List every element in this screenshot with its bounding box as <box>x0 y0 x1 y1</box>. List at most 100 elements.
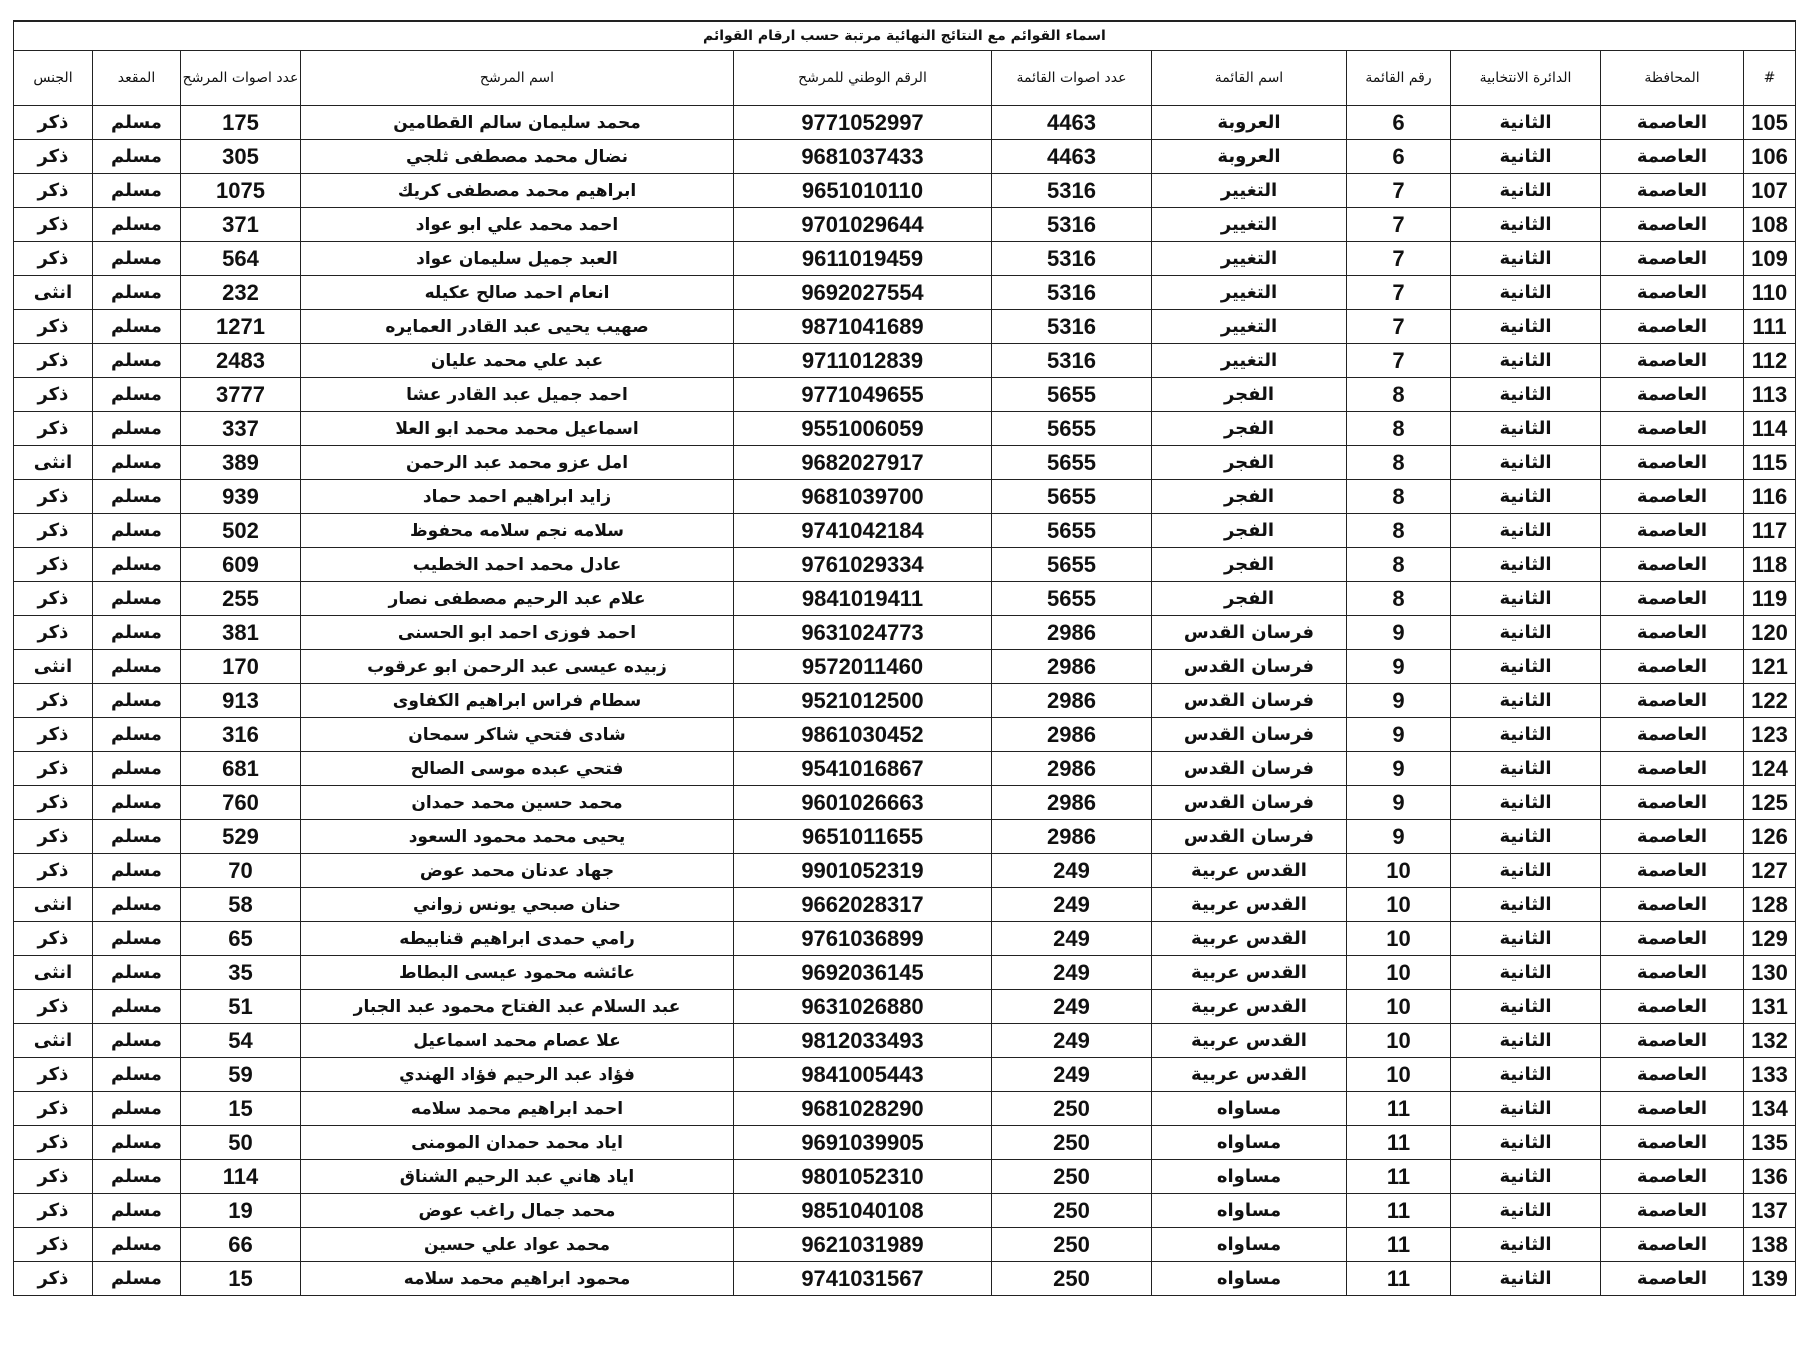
table-cell: 113 <box>1743 377 1796 412</box>
table-cell: محمد عواد علي حسين <box>300 1227 734 1262</box>
table-cell: العاصمة <box>1600 377 1744 412</box>
table-cell: 5655 <box>991 479 1152 514</box>
table-row: 139 العاصمة الثانية 11 مساواه 250 9741031567 مح… <box>12 1261 1796 1296</box>
table-cell: مسلم <box>92 445 181 480</box>
table-cell: العاصمة <box>1600 1057 1744 1092</box>
table-cell: 9692027554 <box>733 275 992 310</box>
table-cell: مسلم <box>92 1227 181 1262</box>
table-cell: 136 <box>1743 1159 1796 1194</box>
table-cell: 9771049655 <box>733 377 992 412</box>
table-cell: 11 <box>1346 1227 1451 1262</box>
table-cell: عادل محمد احمد الخطيب <box>300 547 734 582</box>
table-cell: العاصمة <box>1600 173 1744 208</box>
table-cell: ذكر <box>12 1227 94 1262</box>
table-cell: 2986 <box>991 649 1152 684</box>
table-cell: 7 <box>1346 309 1451 344</box>
table-cell: التغيير <box>1151 173 1347 208</box>
table-cell: 134 <box>1743 1091 1796 1126</box>
table-cell: ذكر <box>12 615 94 650</box>
table-cell: 130 <box>1743 955 1796 990</box>
table-cell: 249 <box>991 955 1152 990</box>
table-cell: 11 <box>1346 1193 1451 1228</box>
table-cell: مسلم <box>92 853 181 888</box>
table-cell: 9812033493 <box>733 1023 992 1058</box>
table-cell: عبد علي محمد عليان <box>300 343 734 378</box>
table-cell: مسلم <box>92 615 181 650</box>
table-cell: 2986 <box>991 615 1152 650</box>
table-cell: ذكر <box>12 1261 94 1296</box>
table-cell: 250 <box>991 1193 1152 1228</box>
table-row: 129 العاصمة الثانية 10 القدس عربية 249 9761036… <box>12 921 1796 956</box>
table-cell: العاصمة <box>1600 445 1744 480</box>
table-cell: ذكر <box>12 751 94 786</box>
table-cell: محمد حسين محمد حمدان <box>300 785 734 820</box>
table-cell: مسلم <box>92 547 181 582</box>
table-row: 112 العاصمة الثانية 7 التغيير 5316 9711012839 ع… <box>12 343 1796 378</box>
table-cell: 250 <box>991 1159 1152 1194</box>
header-cell: اسم القائمة <box>1151 50 1347 106</box>
table-cell: 9631026880 <box>733 989 992 1024</box>
table-cell: الثانية <box>1450 377 1601 412</box>
table-cell: الثانية <box>1450 785 1601 820</box>
table-cell: مسلم <box>92 1261 181 1296</box>
table-cell: 371 <box>180 207 301 242</box>
table-cell: 108 <box>1743 207 1796 242</box>
table-cell: 250 <box>991 1227 1152 1262</box>
table-cell: 121 <box>1743 649 1796 684</box>
table-cell: انثى <box>12 649 94 684</box>
table-cell: مساواه <box>1151 1125 1347 1160</box>
table-cell: الثانية <box>1450 343 1601 378</box>
table-cell: 5655 <box>991 513 1152 548</box>
table-row: 121 العاصمة الثانية 9 فرسان القدس 2986 9572011… <box>12 649 1796 684</box>
header-row: # المحافظة الدائرة الانتخابية رقم القائمة اس… <box>12 50 1796 106</box>
table-cell: الثانية <box>1450 207 1601 242</box>
table-cell: 6 <box>1346 105 1451 140</box>
table-cell: 9711012839 <box>733 343 992 378</box>
table-cell: مسلم <box>92 1193 181 1228</box>
table-cell: 9551006059 <box>733 411 992 446</box>
table-cell: 9 <box>1346 751 1451 786</box>
table-cell: 127 <box>1743 853 1796 888</box>
table-cell: مسلم <box>92 683 181 718</box>
table-cell: العاصمة <box>1600 921 1744 956</box>
table-cell: 9 <box>1346 615 1451 650</box>
table-cell: 249 <box>991 1057 1152 1092</box>
table-cell: 249 <box>991 1023 1152 1058</box>
table-cell: مسلم <box>92 955 181 990</box>
table-cell: 120 <box>1743 615 1796 650</box>
table-cell: الثانية <box>1450 1091 1601 1126</box>
table-cell: الثانية <box>1450 751 1601 786</box>
table-cell: العاصمة <box>1600 887 1744 922</box>
table-cell: الثانية <box>1450 241 1601 276</box>
table-cell: ذكر <box>12 581 94 616</box>
table-cell: الثانية <box>1450 615 1601 650</box>
table-cell: العاصمة <box>1600 1091 1744 1126</box>
table-cell: 337 <box>180 411 301 446</box>
table-cell: ذكر <box>12 105 94 140</box>
title-row: اسماء القوائم مع النتائج النهائية مرتبة … <box>12 20 1797 51</box>
table-cell: ذكر <box>12 683 94 718</box>
table-cell: 9901052319 <box>733 853 992 888</box>
table-cell: 65 <box>180 921 301 956</box>
table-cell: العاصمة <box>1600 1125 1744 1160</box>
table-cell: 109 <box>1743 241 1796 276</box>
table-cell: 118 <box>1743 547 1796 582</box>
table-cell: احمد فوزى احمد ابو الحسنى <box>300 615 734 650</box>
table-cell: ذكر <box>12 173 94 208</box>
table-cell: 132 <box>1743 1023 1796 1058</box>
table-cell: 112 <box>1743 343 1796 378</box>
table-cell: عائشه محمود عيسى البطاط <box>300 955 734 990</box>
table-cell: 609 <box>180 547 301 582</box>
table-row: 105 العاصمة الثانية 6 العروبة 4463 9771052997 م… <box>12 105 1796 140</box>
table-cell: 5655 <box>991 377 1152 412</box>
table-cell: 2986 <box>991 785 1152 820</box>
table-cell: 137 <box>1743 1193 1796 1228</box>
table-cell: ذكر <box>12 343 94 378</box>
table-cell: القدس عربية <box>1151 1023 1347 1058</box>
table-cell: العاصمة <box>1600 1261 1744 1296</box>
table-cell: 250 <box>991 1091 1152 1126</box>
table-cell: التغيير <box>1151 343 1347 378</box>
table-cell: التغيير <box>1151 241 1347 276</box>
table-cell: العاصمة <box>1600 309 1744 344</box>
table-cell: العاصمة <box>1600 853 1744 888</box>
